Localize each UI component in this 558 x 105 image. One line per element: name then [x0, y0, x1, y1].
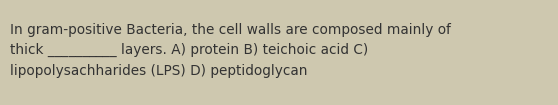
- Text: In gram-positive Bacteria, the cell walls are composed mainly of
thick _________: In gram-positive Bacteria, the cell wall…: [10, 23, 451, 78]
